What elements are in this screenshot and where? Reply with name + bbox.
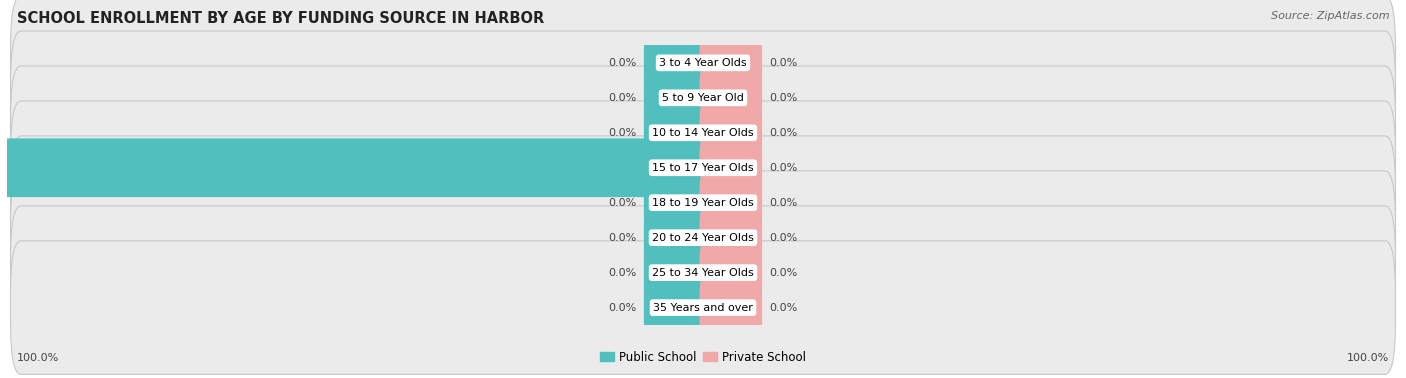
FancyBboxPatch shape bbox=[644, 68, 706, 127]
FancyBboxPatch shape bbox=[10, 206, 1396, 339]
FancyBboxPatch shape bbox=[644, 174, 706, 232]
FancyBboxPatch shape bbox=[10, 31, 1396, 164]
Text: 0.0%: 0.0% bbox=[769, 93, 797, 103]
FancyBboxPatch shape bbox=[700, 104, 762, 162]
Text: 0.0%: 0.0% bbox=[609, 93, 637, 103]
FancyBboxPatch shape bbox=[644, 243, 706, 302]
FancyBboxPatch shape bbox=[644, 278, 706, 337]
FancyBboxPatch shape bbox=[700, 208, 762, 267]
Text: 100.0%: 100.0% bbox=[17, 353, 59, 363]
Text: 100.0%: 100.0% bbox=[1347, 353, 1389, 363]
Text: 0.0%: 0.0% bbox=[609, 198, 637, 208]
Text: 0.0%: 0.0% bbox=[769, 58, 797, 68]
Legend: Public School, Private School: Public School, Private School bbox=[595, 346, 811, 368]
Text: 25 to 34 Year Olds: 25 to 34 Year Olds bbox=[652, 268, 754, 277]
FancyBboxPatch shape bbox=[644, 104, 706, 162]
FancyBboxPatch shape bbox=[644, 208, 706, 267]
Text: 10 to 14 Year Olds: 10 to 14 Year Olds bbox=[652, 128, 754, 138]
Text: Source: ZipAtlas.com: Source: ZipAtlas.com bbox=[1271, 11, 1389, 21]
FancyBboxPatch shape bbox=[700, 138, 762, 197]
FancyBboxPatch shape bbox=[10, 136, 1396, 270]
Text: 0.0%: 0.0% bbox=[769, 198, 797, 208]
Text: 0.0%: 0.0% bbox=[609, 128, 637, 138]
FancyBboxPatch shape bbox=[700, 243, 762, 302]
FancyBboxPatch shape bbox=[700, 174, 762, 232]
FancyBboxPatch shape bbox=[700, 68, 762, 127]
FancyBboxPatch shape bbox=[4, 138, 706, 197]
Text: 0.0%: 0.0% bbox=[769, 268, 797, 277]
FancyBboxPatch shape bbox=[10, 171, 1396, 304]
Text: 0.0%: 0.0% bbox=[769, 303, 797, 313]
Text: 5 to 9 Year Old: 5 to 9 Year Old bbox=[662, 93, 744, 103]
Text: 18 to 19 Year Olds: 18 to 19 Year Olds bbox=[652, 198, 754, 208]
Text: 0.0%: 0.0% bbox=[609, 233, 637, 243]
Text: SCHOOL ENROLLMENT BY AGE BY FUNDING SOURCE IN HARBOR: SCHOOL ENROLLMENT BY AGE BY FUNDING SOUR… bbox=[17, 11, 544, 26]
Text: 0.0%: 0.0% bbox=[609, 303, 637, 313]
FancyBboxPatch shape bbox=[10, 101, 1396, 234]
Text: 15 to 17 Year Olds: 15 to 17 Year Olds bbox=[652, 163, 754, 173]
Text: 3 to 4 Year Olds: 3 to 4 Year Olds bbox=[659, 58, 747, 68]
Text: 0.0%: 0.0% bbox=[769, 233, 797, 243]
Text: 0.0%: 0.0% bbox=[769, 128, 797, 138]
Text: 20 to 24 Year Olds: 20 to 24 Year Olds bbox=[652, 233, 754, 243]
FancyBboxPatch shape bbox=[10, 241, 1396, 374]
FancyBboxPatch shape bbox=[700, 34, 762, 92]
FancyBboxPatch shape bbox=[644, 34, 706, 92]
FancyBboxPatch shape bbox=[10, 66, 1396, 200]
Text: 0.0%: 0.0% bbox=[769, 163, 797, 173]
FancyBboxPatch shape bbox=[10, 0, 1396, 130]
Text: 0.0%: 0.0% bbox=[609, 268, 637, 277]
Text: 35 Years and over: 35 Years and over bbox=[652, 303, 754, 313]
Text: 0.0%: 0.0% bbox=[609, 58, 637, 68]
FancyBboxPatch shape bbox=[700, 278, 762, 337]
